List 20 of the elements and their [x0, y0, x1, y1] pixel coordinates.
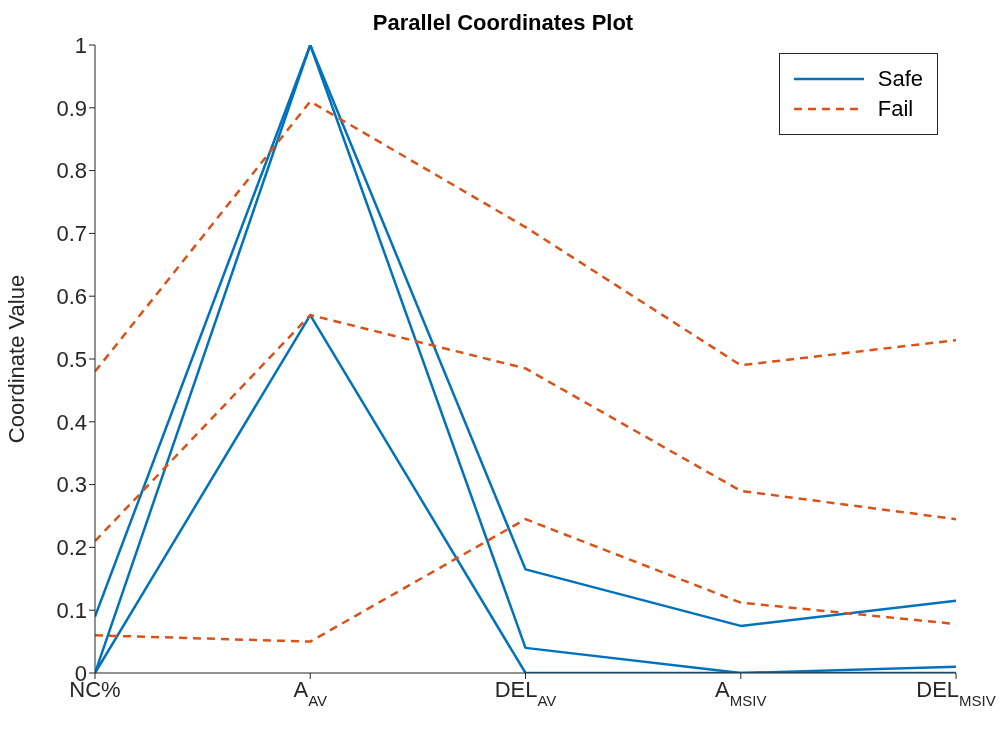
y-tick-label: 0.5	[56, 346, 87, 372]
legend-label: Fail	[877, 96, 914, 122]
line-series	[95, 100, 956, 373]
y-tick-label: 0.8	[56, 158, 87, 184]
y-tick-label: 0.7	[56, 221, 87, 247]
line-series	[95, 313, 956, 543]
y-tick-label: 1	[74, 32, 87, 58]
y-tick-label: 0.3	[56, 472, 87, 498]
legend-label: Safe	[877, 66, 923, 92]
x-tick-label: A$_{MSIV}$	[715, 677, 767, 709]
y-tick-label: 0.1	[56, 598, 87, 624]
y-tick-label: 0.9	[56, 95, 87, 121]
x-tick-label: A$_{AV}$	[293, 677, 328, 709]
x-tick-label: DEL$_{MSIV}$	[916, 677, 996, 709]
chart-title: Parallel Coordinates Plot	[372, 10, 634, 35]
y-axis-title: Coordinate Value	[3, 274, 29, 444]
y-tick-label: 0.2	[56, 535, 87, 561]
x-tick-label: DEL$_{AV}$	[494, 677, 557, 709]
y-tick-label: 0.4	[56, 409, 87, 435]
y-tick-label: 0.6	[56, 284, 87, 310]
